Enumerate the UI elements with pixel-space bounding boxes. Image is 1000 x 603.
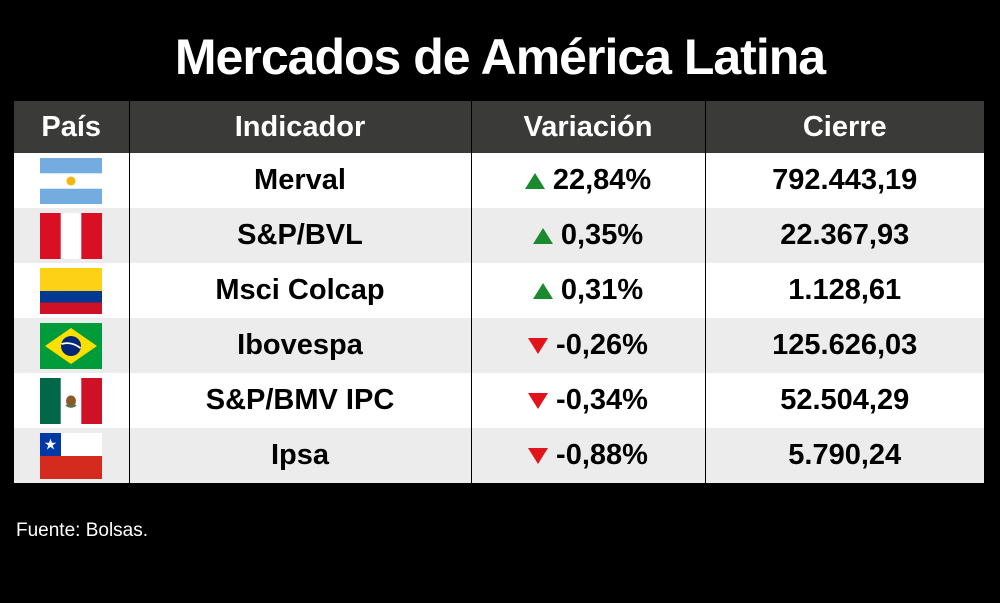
indicator-cell: Msci Colcap	[129, 263, 472, 318]
variation-cell: -0,88%	[471, 428, 706, 483]
country-cell	[14, 263, 130, 318]
source-note: Fuente: Bolsas.	[16, 520, 149, 541]
table-row: S&P/BMV IPC -0,34% 52.504,29	[14, 373, 984, 428]
table-row: Merval 22,84% 792.443,19	[14, 153, 984, 208]
country-cell	[14, 428, 130, 483]
close-cell: 1.128,61	[705, 263, 984, 318]
indicator-cell: S&P/BMV IPC	[129, 373, 472, 428]
colombia-flag-icon	[40, 267, 103, 314]
variation-cell: 0,31%	[471, 263, 706, 318]
variation-value: -0,34%	[556, 384, 648, 417]
variation-cell: -0,34%	[471, 373, 706, 428]
markets-table: País Indicador Variación Cierre Merval 2…	[14, 101, 984, 483]
country-cell	[14, 208, 130, 263]
chart-title: Mercados de América Latina	[174, 29, 826, 85]
variation-value: 0,35%	[560, 219, 644, 252]
variation-value: 0,31%	[560, 274, 644, 307]
close-cell: 5.790,24	[705, 428, 984, 483]
down-arrow-icon	[528, 392, 549, 409]
header-close: Cierre	[705, 101, 984, 153]
table-row: Ipsa -0,88% 5.790,24	[14, 428, 984, 483]
table-row: Msci Colcap 0,31% 1.128,61	[14, 263, 984, 318]
table-row: S&P/BVL 0,35% 22.367,93	[14, 208, 984, 263]
header-country: País	[14, 101, 130, 153]
header-variation: Variación	[471, 101, 706, 153]
close-cell: 22.367,93	[705, 208, 984, 263]
variation-cell: 0,35%	[471, 208, 706, 263]
down-arrow-icon	[528, 447, 549, 464]
close-cell: 125.626,03	[705, 318, 984, 373]
up-arrow-icon	[532, 227, 553, 244]
country-cell	[14, 373, 130, 428]
country-cell	[14, 153, 130, 208]
close-cell: 52.504,29	[705, 373, 984, 428]
brazil-flag-icon	[40, 322, 103, 369]
country-cell	[14, 318, 130, 373]
indicator-cell: Ibovespa	[129, 318, 472, 373]
mexico-flag-icon	[40, 377, 103, 424]
argentina-flag-icon	[40, 157, 103, 204]
variation-cell: 22,84%	[471, 153, 706, 208]
variation-cell: -0,26%	[471, 318, 706, 373]
table-row: Ibovespa -0,26% 125.626,03	[14, 318, 984, 373]
up-arrow-icon	[532, 282, 553, 299]
indicator-cell: Ipsa	[129, 428, 472, 483]
up-arrow-icon	[524, 172, 545, 189]
variation-value: -0,88%	[556, 439, 648, 472]
indicator-cell: S&P/BVL	[129, 208, 472, 263]
variation-value: 22,84%	[552, 164, 652, 197]
close-cell: 792.443,19	[705, 153, 984, 208]
chile-flag-icon	[40, 432, 103, 479]
table-header-row: País Indicador Variación Cierre	[14, 101, 984, 153]
variation-value: -0,26%	[556, 329, 648, 362]
peru-flag-icon	[40, 212, 103, 259]
down-arrow-icon	[528, 337, 549, 354]
header-indicator: Indicador	[129, 101, 472, 153]
indicator-cell: Merval	[129, 153, 472, 208]
